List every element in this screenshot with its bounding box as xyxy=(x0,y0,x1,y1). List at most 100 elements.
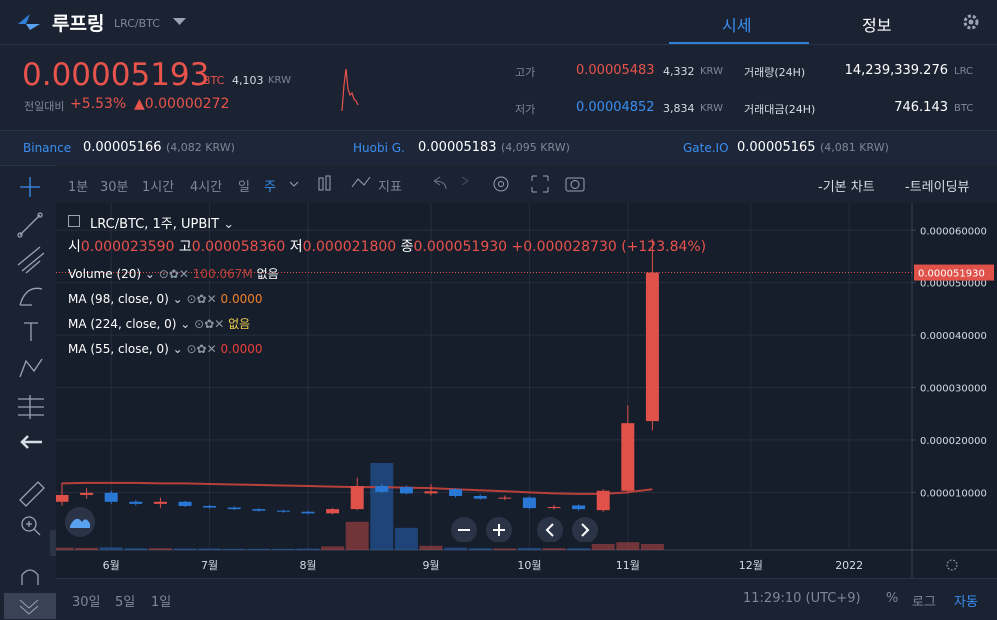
toolbar-icons xyxy=(289,175,585,193)
ohlc-label: 고 xyxy=(178,239,192,255)
coin-name: 루프링 xyxy=(52,13,105,35)
volume-bar xyxy=(542,548,566,550)
y-tick-label: 0.000050000 xyxy=(920,279,987,290)
high-krw: 4,332 xyxy=(663,65,695,78)
interval[interactable]: 일 xyxy=(238,180,250,195)
volume-bar xyxy=(591,544,615,550)
interval[interactable]: 4시간 xyxy=(190,180,223,195)
x-tick-label: 9월 xyxy=(422,559,439,572)
exchange-krw: (4,082 KRW) xyxy=(166,141,235,154)
indicator-name: MA (55, close, 0) xyxy=(68,342,169,356)
volume-bar xyxy=(468,548,492,550)
candle-body xyxy=(80,492,94,495)
candle-body xyxy=(56,494,69,502)
candle-body xyxy=(547,507,561,509)
interval[interactable]: 주 xyxy=(264,180,276,195)
drawing-tools xyxy=(4,173,56,619)
indicator-name: MA (224, close, 0) xyxy=(68,317,177,331)
volume-label: 거래량(24H) xyxy=(744,66,806,79)
volume-value: 14,239,339.276 xyxy=(844,63,948,78)
indicator-value: 0.0000 xyxy=(220,342,263,356)
candle-body xyxy=(104,492,118,502)
sparkline xyxy=(341,68,359,112)
x-tick-label: 2022 xyxy=(835,559,863,572)
volume-bar xyxy=(616,542,640,550)
dropdown[interactable] xyxy=(172,17,188,27)
header: 루프링 LRC/BTC 시세 정보 xyxy=(0,0,997,45)
volume-bar xyxy=(370,463,394,550)
volume-bar xyxy=(321,546,345,550)
low-krw: 3,834 xyxy=(663,102,695,115)
range[interactable]: 5일 xyxy=(115,595,136,610)
collapse-icon[interactable] xyxy=(68,215,80,227)
candle-body xyxy=(449,489,463,497)
candle-body xyxy=(276,510,290,512)
candle-body xyxy=(375,486,389,492)
volume-bar xyxy=(75,547,99,550)
y-tick-label: 0.000010000 xyxy=(920,488,987,499)
volume-bar xyxy=(419,545,443,550)
ohlc-value: 0.000021800 xyxy=(302,239,397,255)
candle-body xyxy=(522,497,536,509)
volume-bar xyxy=(222,548,246,550)
exchange-name: Gate.IO xyxy=(683,141,729,155)
volume-bar xyxy=(444,547,468,550)
interval[interactable]: 1분 xyxy=(68,180,89,195)
x-tick-label: 12월 xyxy=(739,559,763,572)
change-label: 전일대비 xyxy=(24,100,65,113)
volume-bar xyxy=(124,548,148,550)
ohlc-label: 시 xyxy=(68,239,81,255)
exchange-bar: Binance 0.00005166 (4,082 KRW) Huobi G. … xyxy=(0,130,997,166)
axis-settings[interactable] xyxy=(946,559,958,571)
exchange-price: 0.00005183 xyxy=(418,140,497,155)
candle-body xyxy=(153,501,167,504)
low-value: 0.00004852 xyxy=(576,100,655,115)
interval[interactable]: 30분 xyxy=(100,180,129,195)
scale-option[interactable]: % xyxy=(886,591,899,606)
high-unit: KRW xyxy=(700,66,723,77)
indicator-name: Volume (20) xyxy=(68,267,142,281)
chart-title-row: LRC/BTC, 1주, UPBIT ⌄ xyxy=(68,213,706,232)
indicator: Volume (20) ⌄ ⊙✿✕ 100.067M 없음 xyxy=(68,267,279,281)
candle-body xyxy=(645,272,659,422)
low-unit: KRW xyxy=(700,103,723,114)
settings-icon[interactable] xyxy=(961,12,981,32)
indicator-button[interactable]: 지표 xyxy=(378,180,402,195)
volume-bar xyxy=(99,547,123,550)
candle-body xyxy=(399,487,413,494)
ohlc-change: +0.000028730 (+123.84%) xyxy=(511,239,707,255)
chart-toolbar: 1분 30분 1시간 4시간 일 주 지표 -기본 차트 -트레이딩뷰 xyxy=(56,165,997,204)
x-tick-label: 11월 xyxy=(616,559,640,572)
scale-option[interactable]: 자동 xyxy=(954,595,978,610)
tab[interactable]: 시세 xyxy=(722,16,752,35)
indicator: MA (98, close, 0) ⌄ ⊙✿✕ 0.0000 xyxy=(68,292,263,306)
change-abs: ▲0.00000272 xyxy=(134,96,230,112)
candle-body xyxy=(424,491,438,494)
indicator-value: 없음 xyxy=(228,317,251,331)
volume-unit: LRC xyxy=(954,66,974,77)
exchange-name: Binance xyxy=(23,141,72,155)
pair: LRC/BTC xyxy=(114,17,160,30)
range[interactable]: 30일 xyxy=(72,595,101,610)
chart-title: LRC/BTC, 1주, UPBIT xyxy=(90,217,220,232)
range[interactable]: 1일 xyxy=(151,595,172,610)
tab[interactable]: 정보 xyxy=(862,16,892,35)
candle-body xyxy=(301,511,315,514)
candle-body xyxy=(572,505,586,510)
y-tick-label: 0.000020000 xyxy=(920,436,987,447)
y-tick-label: 0.000060000 xyxy=(920,226,987,237)
interval[interactable]: 1시간 xyxy=(142,180,175,195)
chart-mode[interactable]: -트레이딩뷰 xyxy=(905,180,970,195)
clock: 11:29:10 (UTC+9) xyxy=(743,591,861,606)
price: 0.00005193 xyxy=(22,57,210,93)
exchange-krw: (4,095 KRW) xyxy=(501,141,570,154)
scale-option[interactable]: 로그 xyxy=(912,595,936,610)
chart-nav xyxy=(65,507,598,542)
indicator-value: 100.067M xyxy=(192,267,253,281)
candle-body xyxy=(227,507,241,510)
chart-mode[interactable]: -기본 차트 xyxy=(818,180,875,195)
indicator-list: Volume (20) ⌄ ⊙✿✕ 100.067M 없음 MA (98, cl… xyxy=(68,262,706,362)
volume-bar xyxy=(271,548,295,550)
candle-body xyxy=(473,496,487,499)
